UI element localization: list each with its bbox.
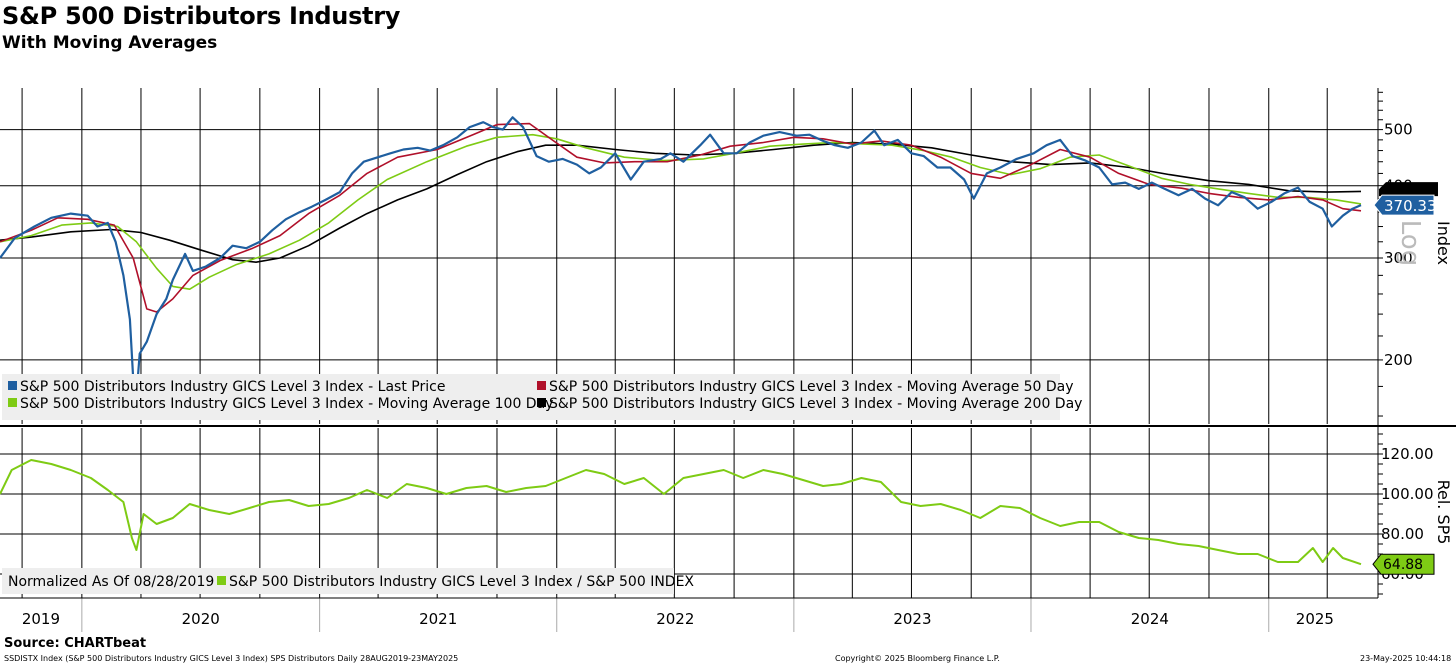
y-tick-label: 200 — [1384, 351, 1413, 369]
series-line — [0, 116, 1362, 414]
y-tick-label: 500 — [1384, 121, 1413, 139]
relative-value: 64.88 — [1383, 557, 1423, 573]
relative-badge — [1372, 553, 1435, 575]
legend-label: S&P 500 Distributors Industry GICS Level… — [20, 379, 445, 395]
lower-series — [0, 459, 1362, 566]
y-tick-label: 300 — [1384, 249, 1413, 267]
x-year-label: 2024 — [1131, 610, 1169, 628]
lower-grid — [0, 428, 1378, 598]
series-line — [0, 459, 1362, 566]
y-tick-label: 120.00 — [1381, 445, 1434, 463]
normalized-note: Normalized As Of 08/28/2019 — [8, 574, 214, 590]
axes: 20030040050060.0080.00100.00120.00201920… — [0, 88, 1456, 632]
x-year-label: 2022 — [656, 610, 694, 628]
legend-swatch — [8, 381, 17, 390]
upper-series — [0, 116, 1362, 414]
chart-canvas: 20030040050060.0080.00100.00120.00201920… — [0, 88, 1456, 632]
y-tick-label: 100.00 — [1381, 485, 1434, 503]
legend-swatch — [8, 398, 17, 407]
ma200-badge — [1379, 182, 1438, 197]
last-price-value: 370.33 — [1384, 197, 1437, 215]
lower-legend-box — [2, 568, 674, 594]
upper-grid — [0, 88, 1378, 424]
legend-label: S&P 500 Distributors Industry GICS Level… — [229, 574, 694, 590]
last-price-badge — [1373, 194, 1435, 216]
series-line — [0, 141, 1362, 264]
copyright-note: Copyright© 2025 Bloomberg Finance L.P. — [835, 654, 1000, 663]
source-note: Source: CHARTbeat — [4, 636, 147, 651]
chart-subtitle: With Moving Averages — [2, 33, 218, 53]
x-year-label: 2023 — [893, 610, 931, 628]
x-year-label: 2021 — [419, 610, 457, 628]
legends: S&P 500 Distributors Industry GICS Level… — [2, 374, 1082, 594]
ticker-line: SSDISTX Index (S&P 500 Distributors Indu… — [4, 654, 459, 663]
legend-label: S&P 500 Distributors Industry GICS Level… — [20, 396, 553, 412]
upper-legend-box — [2, 374, 1060, 420]
log-scale-label: Log — [1395, 220, 1425, 266]
y-axis-label-upper: Index — [1434, 221, 1453, 265]
x-year-label: 2019 — [22, 610, 60, 628]
legend-label: S&P 500 Distributors Industry GICS Level… — [549, 396, 1082, 412]
legend-swatch — [537, 381, 546, 390]
legend-label: S&P 500 Distributors Industry GICS Level… — [549, 379, 1074, 395]
chart-title: S&P 500 Distributors Industry — [2, 2, 401, 30]
series-line — [0, 122, 1362, 313]
x-year-label: 2020 — [182, 610, 220, 628]
legend-swatch — [537, 398, 546, 407]
timestamp: 23-May-2025 10:44:18 — [1360, 654, 1452, 663]
x-year-label: 2025 — [1296, 610, 1334, 628]
y-axis-label-lower: Rel. SP5 — [1434, 480, 1453, 545]
legend-swatch — [217, 576, 226, 585]
series-line — [0, 133, 1362, 291]
y-tick-label: 80.00 — [1381, 525, 1424, 543]
